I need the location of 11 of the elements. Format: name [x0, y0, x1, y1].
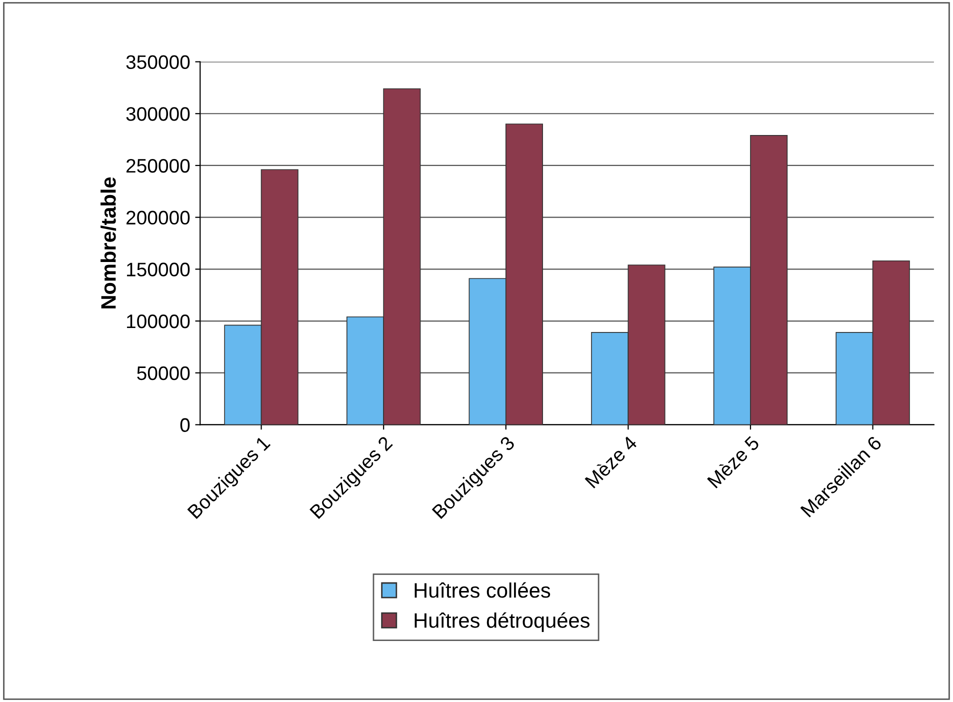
y-tick-label: 250000	[126, 158, 190, 173]
y-axis-title: Nombre/table	[100, 177, 116, 308]
y-tick-label: 200000	[126, 210, 190, 225]
y-tick-label: 150000	[127, 262, 190, 276]
y-tick-label: 300000	[126, 107, 190, 121]
legend-label: Huîtres détroquées	[414, 612, 590, 632]
y-tick-label: 0	[180, 418, 190, 432]
legend-label: Huîtres collées	[414, 582, 550, 598]
y-tick-label: 50000	[137, 366, 190, 380]
y-tick-label: 100000	[127, 314, 190, 328]
y-tick-label: 350000	[126, 55, 190, 70]
